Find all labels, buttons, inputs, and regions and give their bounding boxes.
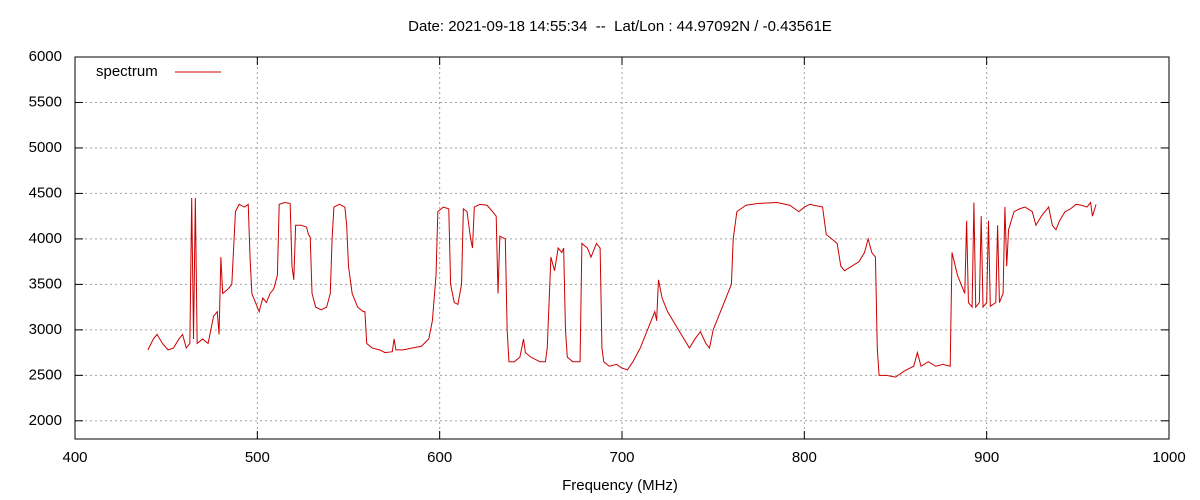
y-tick-label: 5500 bbox=[29, 93, 62, 110]
plot-frame bbox=[74, 56, 1170, 440]
x-tick-label: 800 bbox=[792, 449, 817, 466]
data-line bbox=[147, 197, 1097, 378]
y-tick-label: 3500 bbox=[29, 275, 62, 292]
y-tick-label: 3000 bbox=[29, 321, 62, 338]
y-tick-label: 2000 bbox=[29, 412, 62, 429]
y-tick-label: 2500 bbox=[29, 366, 62, 383]
legend-label: spectrum bbox=[96, 63, 158, 80]
y-tick-label: 6000 bbox=[29, 48, 62, 65]
y-tick-label: 4500 bbox=[29, 184, 62, 201]
x-tick-label: 1000 bbox=[1152, 449, 1185, 466]
x-tick-label: 600 bbox=[427, 449, 452, 466]
x-axis-label: Frequency (MHz) bbox=[562, 477, 678, 494]
x-tick-label: 900 bbox=[974, 449, 999, 466]
x-tick-label: 500 bbox=[245, 449, 270, 466]
y-tick-label: 4000 bbox=[29, 230, 62, 247]
y-tick-label: 5000 bbox=[29, 139, 62, 156]
x-tick-label: 400 bbox=[62, 449, 87, 466]
plot-area: 2000 2500 3000 3500 4000 4500 5000 5500 6000 400 5… bbox=[29, 48, 1186, 466]
chart-title: Date: 2021-09-18 14:55:34 -- Lat/Lon : 4… bbox=[408, 18, 832, 35]
x-tick-label: 700 bbox=[609, 449, 634, 466]
